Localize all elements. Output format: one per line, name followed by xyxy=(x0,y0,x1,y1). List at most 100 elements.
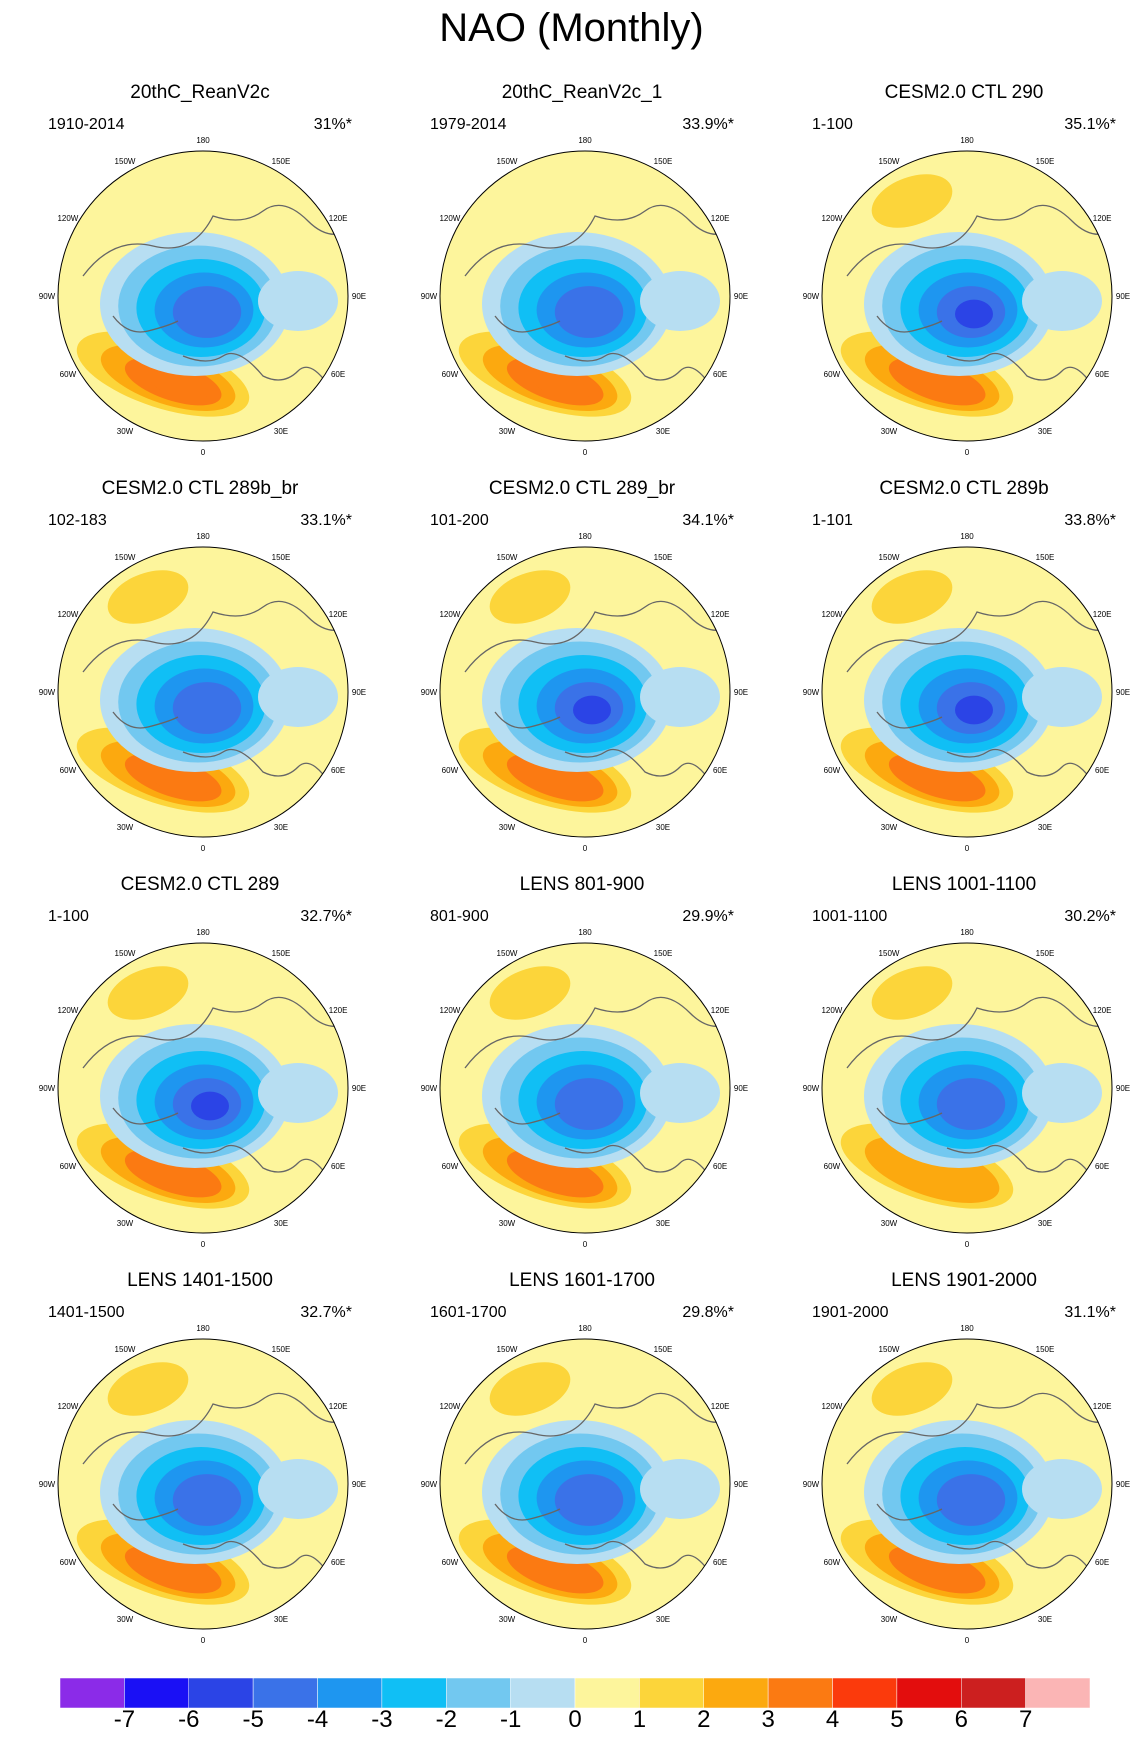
longitude-label: 60E xyxy=(1095,1162,1109,1171)
longitude-label: 120E xyxy=(1093,1006,1112,1015)
map-boundary xyxy=(821,1338,1113,1630)
map-boundary xyxy=(57,942,349,1234)
colorbar-segment xyxy=(317,1678,383,1708)
colorbar-segment xyxy=(446,1678,511,1708)
longitude-label: 120W xyxy=(57,1006,78,1015)
longitude-label: 60E xyxy=(331,766,345,775)
colorbar-labels: -7 -6 -5 -4 -3 -2 -1 0 1 2 3 4 5 6 7 xyxy=(0,1706,1143,1736)
longitude-label: 180 xyxy=(578,136,592,145)
negative-contour xyxy=(172,286,242,338)
longitude-label: 60W xyxy=(442,1162,459,1171)
longitude-label: 90E xyxy=(734,688,748,697)
panel-variance: 32.7%* xyxy=(300,908,352,925)
panel-title: LENS 1901-2000 xyxy=(891,1270,1037,1291)
panel-variance: 29.9%* xyxy=(682,908,734,925)
panel-period: 1-101 xyxy=(812,512,853,529)
negative-contour xyxy=(573,695,611,725)
longitude-label: 90W xyxy=(803,1480,820,1489)
positive-contour xyxy=(888,753,986,802)
longitude-label: 60W xyxy=(60,1558,77,1567)
longitude-label: 30E xyxy=(1038,823,1052,832)
longitude-label: 150E xyxy=(1036,157,1055,166)
longitude-label: 0 xyxy=(965,844,970,853)
map-panel: CESM2.0 CTL 289 1-100 32.7%* 180 150E 120E 90E… xyxy=(20,874,380,1264)
panel-period: 1979-2014 xyxy=(430,116,507,133)
longitude-label: 150W xyxy=(115,157,136,166)
colorbar-segment xyxy=(60,1678,125,1708)
negative-contour xyxy=(258,271,338,331)
negative-contour xyxy=(172,1474,242,1526)
longitude-label: 60E xyxy=(713,1558,727,1567)
map-panel: CESM2.0 CTL 290 1-100 35.1%* 180 150E 120E 90E… xyxy=(784,82,1143,472)
map-boundary xyxy=(439,150,731,442)
polar-map: 180 150E 120E 90E 60E 30E 0 30W 60W 90W 120W 150W xyxy=(803,928,1130,1249)
colorbar-segment xyxy=(961,1678,1026,1708)
negative-contour xyxy=(172,682,242,734)
longitude-label: 60E xyxy=(331,1558,345,1567)
longitude-label: 120E xyxy=(711,1402,730,1411)
negative-contour xyxy=(554,1078,624,1130)
positive-contour xyxy=(107,570,189,624)
longitude-label: 60W xyxy=(824,1558,841,1567)
panel-period: 101-200 xyxy=(430,512,489,529)
longitude-label: 120W xyxy=(57,214,78,223)
longitude-label: 120W xyxy=(439,214,460,223)
negative-contour xyxy=(936,1474,1006,1526)
longitude-label: 0 xyxy=(201,448,206,457)
colorbar-label: 2 xyxy=(697,1706,711,1733)
panel-variance: 30.2%* xyxy=(1064,908,1116,925)
colorbar-segment xyxy=(1025,1678,1090,1708)
longitude-label: 120E xyxy=(329,610,348,619)
positive-contour xyxy=(864,1136,1000,1204)
negative-contour xyxy=(640,1063,720,1123)
positive-contour xyxy=(871,1362,953,1416)
panel-period: 102-183 xyxy=(48,512,107,529)
negative-contour xyxy=(554,286,624,338)
map-panel: LENS 1401-1500 1401-1500 32.7%* 180 150E 120E… xyxy=(20,1270,380,1660)
longitude-label: 120E xyxy=(711,610,730,619)
longitude-label: 90E xyxy=(352,1084,366,1093)
longitude-label: 30E xyxy=(656,1615,670,1624)
panel-period: 801-900 xyxy=(430,908,489,925)
panel-title: 20thC_ReanV2c_1 xyxy=(501,82,663,103)
colorbar-segment xyxy=(510,1678,576,1708)
colorbar-segment xyxy=(767,1678,833,1708)
figure-title: NAO (Monthly) xyxy=(439,6,704,50)
longitude-label: 60E xyxy=(1095,370,1109,379)
colorbar-label: 7 xyxy=(1018,1706,1033,1733)
longitude-label: 150E xyxy=(272,553,291,562)
panel-title: CESM2.0 CTL 290 xyxy=(884,82,1044,103)
negative-contour xyxy=(258,1063,338,1123)
coastline xyxy=(846,996,1112,1194)
longitude-label: 30W xyxy=(881,427,898,436)
longitude-label: 150E xyxy=(272,1345,291,1354)
coastline xyxy=(82,600,348,798)
negative-contour xyxy=(1022,1459,1102,1519)
longitude-label: 30W xyxy=(881,1615,898,1624)
positive-contour xyxy=(888,1545,986,1594)
panel-period: 1-100 xyxy=(48,908,89,925)
longitude-label: 0 xyxy=(201,1240,206,1249)
longitude-label: 60E xyxy=(331,370,345,379)
colorbar-label: -3 xyxy=(371,1706,393,1733)
colorbar-label: -2 xyxy=(435,1706,457,1733)
longitude-label: 120W xyxy=(57,610,78,619)
longitude-label: 60W xyxy=(60,370,77,379)
longitude-label: 180 xyxy=(196,928,210,937)
panel-period: 1-100 xyxy=(812,116,853,133)
panel-title: LENS 1001-1100 xyxy=(891,874,1037,895)
longitude-label: 30E xyxy=(274,823,288,832)
longitude-label: 60E xyxy=(1095,1558,1109,1567)
panel-period: 1901-2000 xyxy=(812,1304,889,1321)
longitude-label: 150E xyxy=(654,949,673,958)
longitude-label: 120E xyxy=(711,1006,730,1015)
longitude-label: 90E xyxy=(1116,688,1130,697)
longitude-label: 120E xyxy=(1093,1402,1112,1411)
panel-title: CESM2.0 CTL 289_br xyxy=(488,478,676,499)
map-panel: 20thC_ReanV2c_1 1979-2014 33.9%* 180 150E 120… xyxy=(402,82,762,472)
map-panel: 20thC_ReanV2c 1910-2014 31%* 180 150E 120E 90E… xyxy=(20,82,380,472)
longitude-label: 30W xyxy=(117,823,134,832)
colorbar-segment xyxy=(639,1678,704,1708)
negative-contour xyxy=(1022,667,1102,727)
panel-period: 1910-2014 xyxy=(48,116,125,133)
